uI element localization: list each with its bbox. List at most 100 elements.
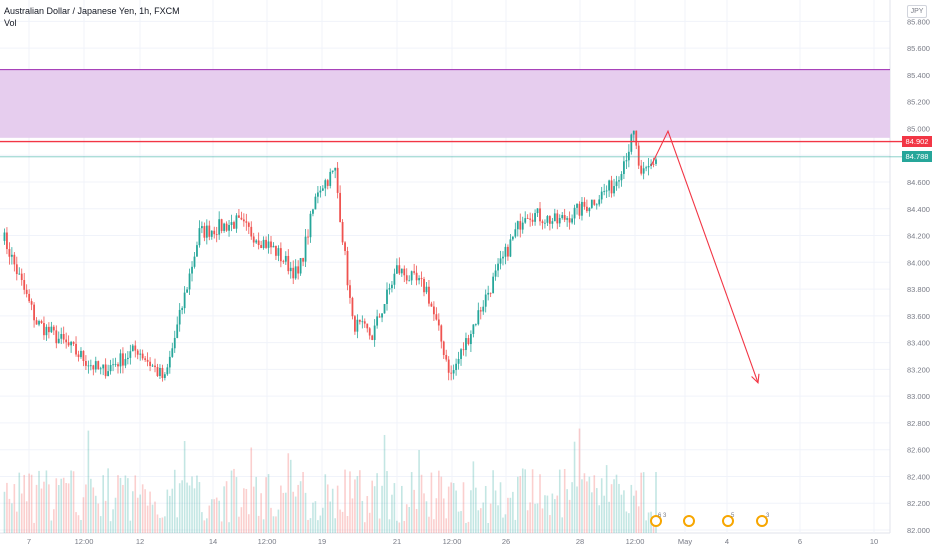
candle-body	[15, 264, 18, 275]
volume-bar	[255, 476, 257, 533]
volume-bar	[18, 472, 21, 533]
volume-bar	[92, 487, 95, 533]
volume-bar	[285, 492, 287, 533]
candle-body	[171, 348, 174, 357]
volume-bar	[507, 497, 509, 533]
volume-bar	[514, 519, 517, 533]
candle-body	[556, 213, 559, 224]
volume-bar	[450, 482, 452, 533]
volume-bar	[35, 484, 38, 533]
volume-legend[interactable]: Vol	[4, 18, 17, 28]
time-tick-label: 28	[576, 537, 584, 546]
candle-body	[450, 372, 453, 374]
candle-body	[539, 208, 541, 222]
candle-body	[28, 293, 31, 302]
candle-body	[314, 196, 317, 210]
volume-bar	[324, 474, 327, 533]
volume-bar	[388, 519, 391, 533]
volume-bar	[23, 474, 26, 533]
price-tick-label: 82.800	[907, 419, 930, 428]
volume-bar	[94, 495, 97, 533]
volume-bar	[297, 484, 299, 533]
candle-body	[430, 303, 433, 307]
volume-bar	[383, 434, 386, 533]
volume-bar	[635, 490, 638, 533]
currency-badge[interactable]: JPY	[907, 5, 927, 18]
time-tick-label: 26	[502, 537, 510, 546]
time-tick-label: May	[678, 537, 692, 546]
volume-bar	[615, 474, 618, 533]
candle-body	[196, 245, 198, 257]
candle-body	[181, 308, 184, 310]
candle-body	[529, 218, 532, 220]
candle-body	[561, 215, 564, 219]
volume-bar	[489, 503, 492, 533]
candle-body	[235, 215, 238, 229]
au-flag-event-icon[interactable]	[683, 515, 695, 527]
candle-body	[218, 219, 221, 235]
candle-body	[363, 321, 366, 324]
volume-bar	[430, 472, 433, 533]
volume-bar	[346, 516, 349, 533]
volume-bar	[591, 492, 593, 533]
candle-body	[99, 368, 102, 370]
event-icon[interactable]	[650, 515, 662, 527]
volume-bar	[117, 475, 119, 533]
volume-bar	[573, 441, 576, 533]
volume-bar	[447, 486, 450, 533]
volume-bar	[124, 475, 127, 533]
candle-body	[139, 353, 142, 355]
volume-bar	[554, 499, 556, 533]
candle-body	[8, 249, 11, 257]
volume-bar	[433, 519, 435, 533]
volume-bar	[238, 516, 240, 533]
volume-bar	[556, 495, 559, 533]
candle-body	[452, 370, 455, 374]
symbol-legend[interactable]: Australian Dollar / Japanese Yen, 1h, FX…	[4, 6, 180, 16]
candle-body	[445, 355, 448, 360]
volume-bar	[566, 489, 568, 533]
candle-body	[420, 278, 423, 280]
au-flag-event-icon[interactable]	[722, 515, 734, 527]
volume-bar	[33, 522, 35, 533]
candle-body	[309, 213, 312, 238]
candle-body	[112, 364, 114, 366]
candle-body	[40, 321, 43, 324]
candle-body	[410, 271, 413, 281]
candle-body	[191, 266, 193, 274]
candle-body	[324, 180, 327, 189]
candle-body	[117, 364, 119, 367]
candle-body	[378, 316, 381, 318]
candle-body	[47, 326, 50, 333]
event-count: 6	[658, 513, 662, 519]
candle-body	[104, 364, 107, 377]
candle-body	[588, 207, 591, 212]
volume-bar	[625, 511, 628, 533]
time-tick-label: 12:00	[626, 537, 645, 546]
candle-body	[403, 268, 406, 276]
volume-bar	[176, 517, 179, 533]
candle-body	[460, 349, 462, 359]
volume-bar	[637, 506, 640, 533]
candle-body	[252, 236, 255, 243]
candle-body	[141, 353, 144, 359]
volume-bar	[136, 497, 139, 533]
volume-bar	[393, 483, 396, 533]
candle-body	[504, 246, 507, 257]
volume-bar	[265, 477, 267, 533]
candle-body	[292, 267, 295, 279]
candle-body	[267, 241, 270, 248]
candle-body	[492, 276, 495, 294]
price-tick-label: 85.600	[907, 44, 930, 53]
au-flag-event-icon[interactable]	[756, 515, 768, 527]
candle-body	[437, 319, 440, 326]
candle-body	[544, 222, 546, 224]
candle-body	[18, 273, 21, 275]
supply-zone-fill	[0, 69, 890, 138]
volume-bar	[127, 478, 129, 533]
candle-body	[102, 364, 105, 369]
time-tick-label: 12:00	[443, 537, 462, 546]
volume-bar	[97, 503, 100, 533]
volume-bar	[413, 489, 415, 533]
